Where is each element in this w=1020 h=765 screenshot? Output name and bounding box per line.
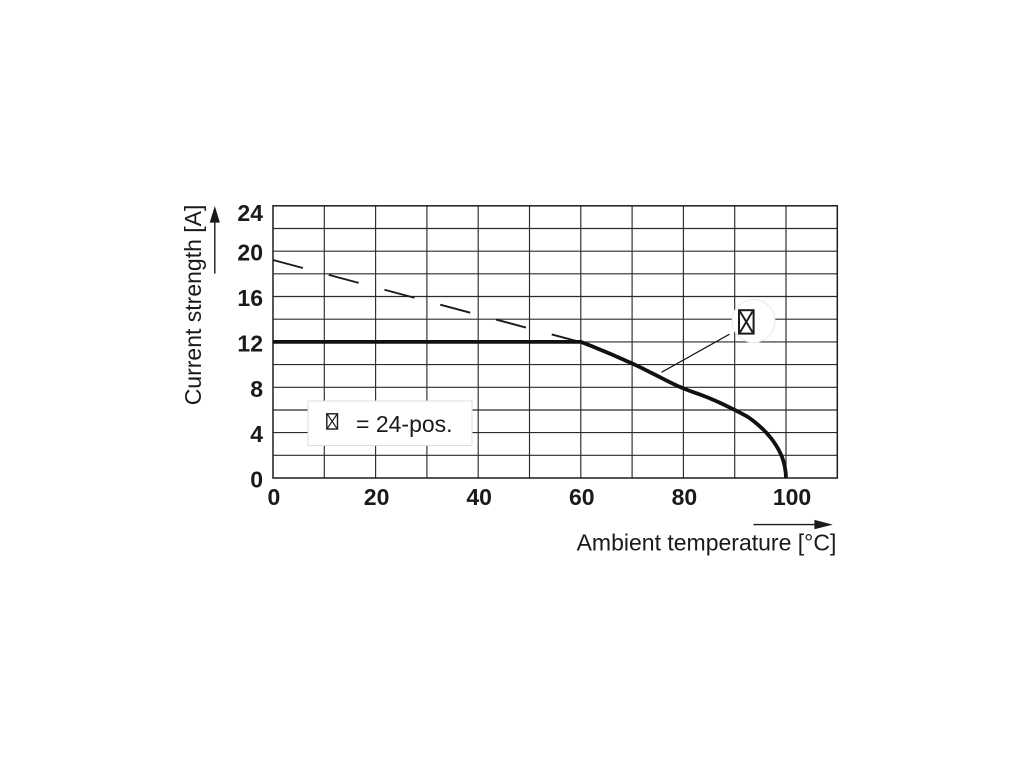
- svg-text:100: 100: [773, 484, 811, 510]
- svg-text:80: 80: [672, 484, 698, 510]
- svg-text:24: 24: [237, 200, 263, 226]
- svg-text:0: 0: [268, 484, 281, 510]
- svg-text:= 24-pos.: = 24-pos.: [356, 411, 453, 437]
- svg-text:12: 12: [237, 330, 263, 356]
- svg-text:8: 8: [250, 376, 263, 402]
- svg-text:4: 4: [250, 421, 263, 447]
- svg-text:Ambient temperature [°C]: Ambient temperature [°C]: [577, 530, 837, 556]
- svg-text:Current strength [A]: Current strength [A]: [180, 205, 206, 406]
- svg-text:0: 0: [250, 467, 263, 493]
- svg-text:20: 20: [237, 240, 263, 266]
- svg-text:40: 40: [466, 484, 492, 510]
- svg-text:16: 16: [237, 285, 263, 311]
- svg-text:20: 20: [364, 484, 390, 510]
- svg-text:60: 60: [569, 484, 595, 510]
